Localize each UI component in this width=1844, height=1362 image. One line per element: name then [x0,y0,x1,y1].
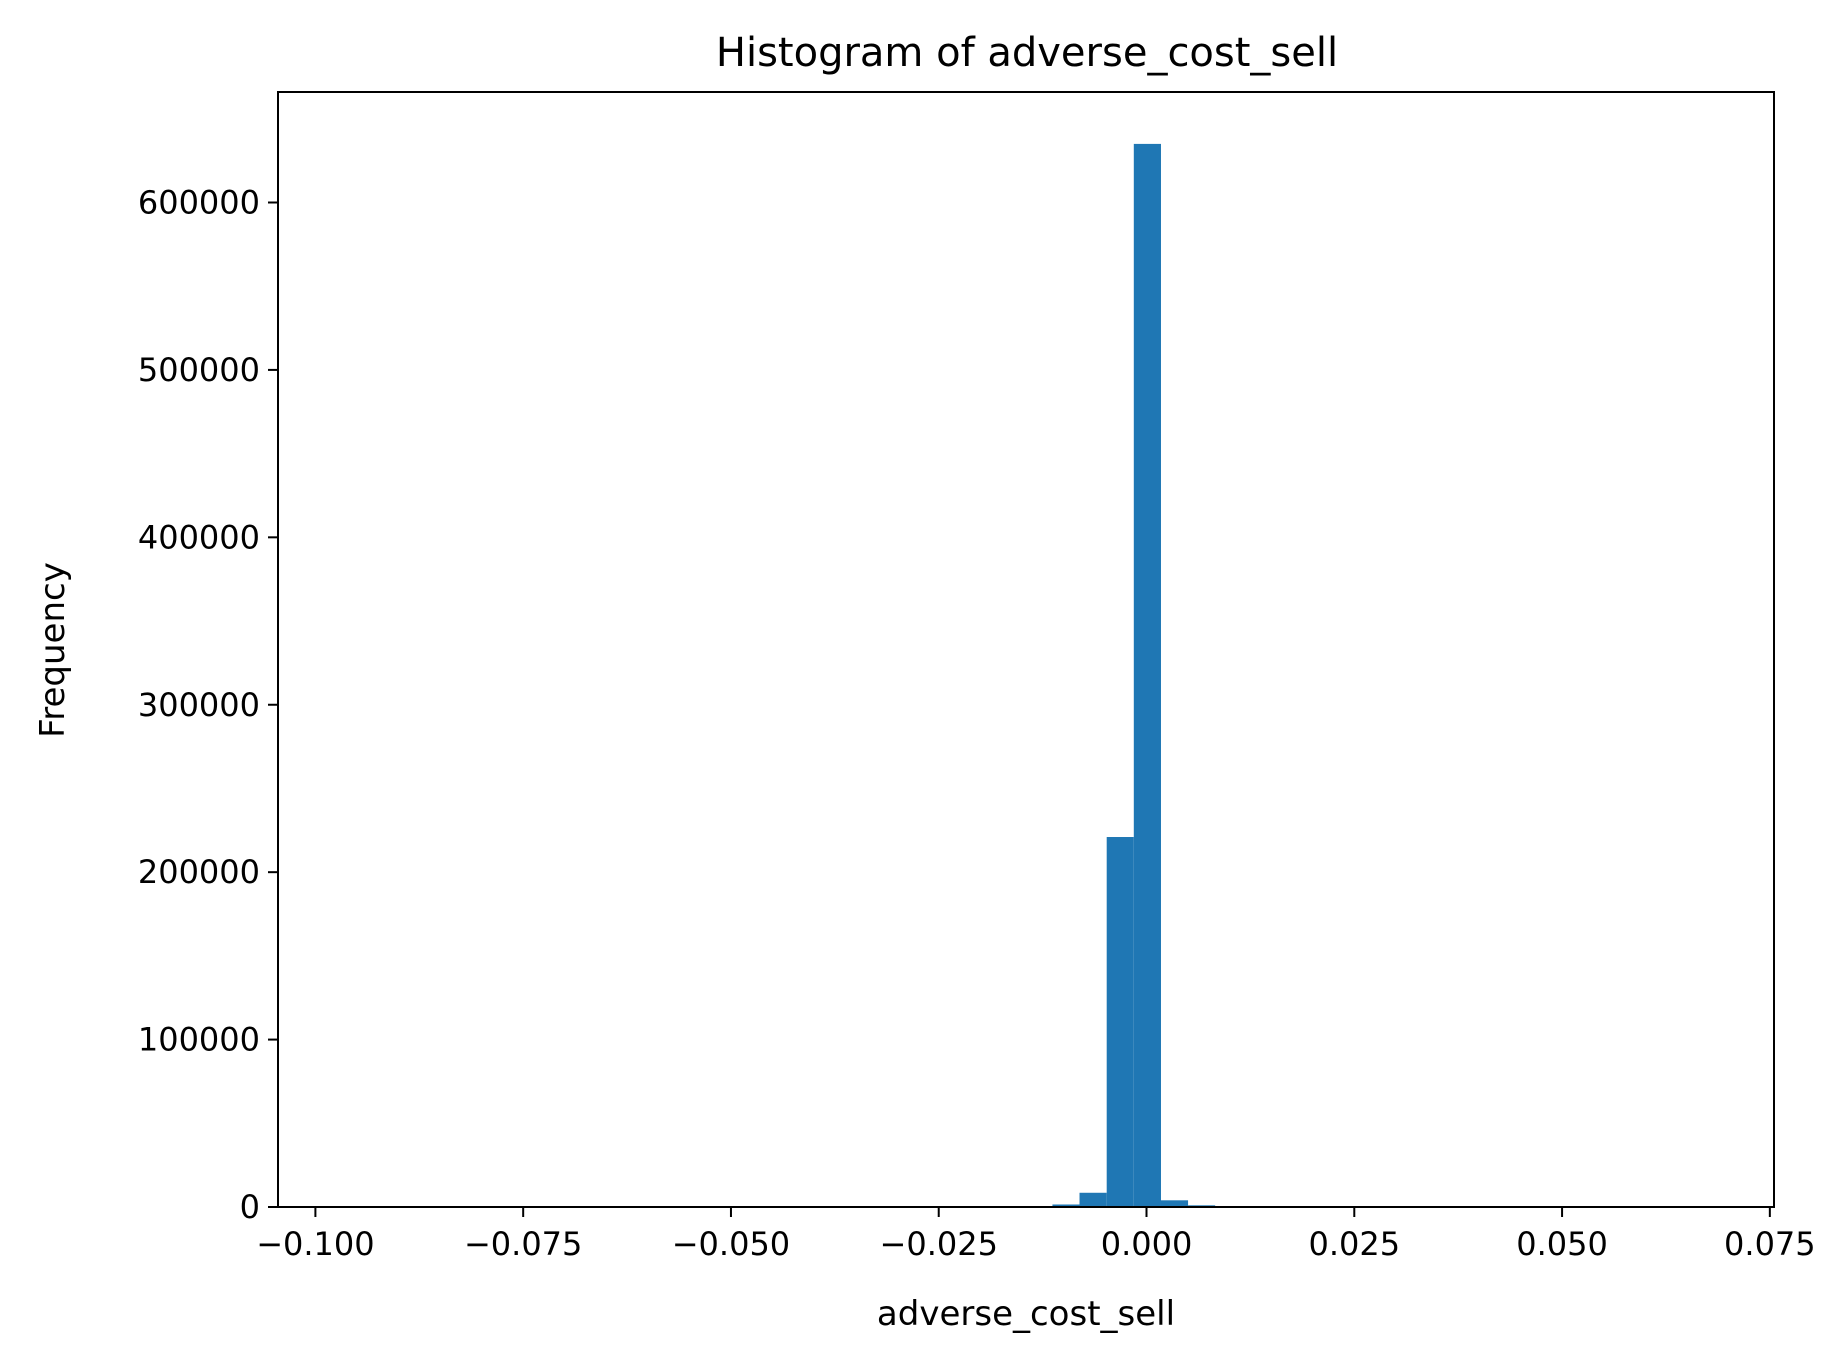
y-tick-label-2: 200000 [138,853,260,891]
y-tick-label-3: 300000 [138,686,260,724]
y-axis-ticks: 0 100000 200000 300000 400000 500000 600000 [138,184,278,1226]
histogram-bar-3 [1133,143,1161,1207]
histogram-bar-4 [1160,1200,1189,1207]
x-tick-label-6: 0.050 [1516,1225,1608,1263]
y-tick-label-4: 400000 [138,518,260,556]
x-axis-ticks: −0.100 −0.075 −0.050 −0.025 0.000 0.025 0.050 0… [256,1207,1816,1263]
y-tick-label-0: 0 [240,1188,260,1226]
bars-layer [1052,143,1216,1207]
x-tick-label-1: −0.075 [464,1225,582,1263]
x-tick-label-4: 0.000 [1101,1225,1193,1263]
y-axis-label: Frequency [33,562,73,738]
y-tick-label-5: 500000 [138,351,260,389]
x-tick-label-7: 0.075 [1724,1225,1816,1263]
histogram-bar-2 [1106,837,1134,1207]
x-tick-label-5: 0.025 [1308,1225,1400,1263]
histogram-bar-0 [1052,1204,1080,1207]
plot-frame [277,91,1775,1208]
y-tick-label-6: 600000 [138,184,260,222]
histogram-bar-1 [1079,1192,1107,1207]
x-tick-label-3: −0.025 [880,1225,998,1263]
x-tick-label-2: −0.050 [672,1225,790,1263]
x-axis-label: adverse_cost_sell [877,1294,1175,1334]
x-tick-label-0: −0.100 [256,1225,374,1263]
y-tick-label-1: 100000 [138,1021,260,1059]
chart-title: Histogram of adverse_cost_sell [716,30,1338,76]
